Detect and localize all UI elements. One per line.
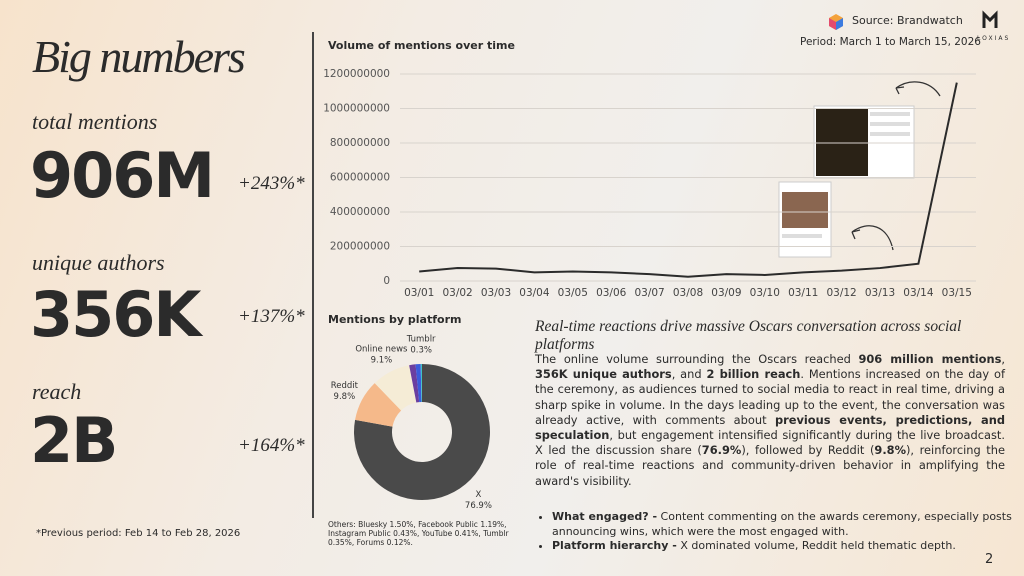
bold-text: 9.8% — [874, 443, 906, 458]
x-tick-label: 03/07 — [634, 287, 664, 299]
bullet: Platform hierarchy - X dominated volume,… — [552, 539, 1022, 554]
text: , — [1001, 352, 1005, 366]
y-tick-label: 1200000000 — [323, 68, 390, 80]
text: , and — [671, 367, 707, 382]
bold-text: 356K unique authors — [535, 367, 672, 382]
line — [419, 82, 958, 278]
x-tick-label: 03/08 — [673, 287, 703, 299]
slice-label: Reddit — [331, 381, 359, 391]
y-tick-label: 200000000 — [330, 241, 390, 253]
y-tick-label: 800000000 — [330, 137, 390, 149]
y-tick-label: 1000000000 — [323, 103, 390, 115]
chart-title: Mentions by platform — [328, 313, 462, 326]
metric-label: unique authors — [32, 250, 165, 275]
x-tick-label: 03/15 — [942, 287, 972, 299]
article-paragraph: The online volume surrounding the Oscars… — [535, 352, 1005, 489]
page-number: 2 — [985, 552, 994, 567]
bold-text: previous events, predictions, and specul… — [535, 412, 1006, 443]
bold-text: 2 billion reach — [706, 367, 801, 382]
y-tick-label: 600000000 — [330, 172, 390, 184]
big-numbers-title: Big numbers — [32, 31, 246, 82]
y-tick-label: 400000000 — [330, 206, 390, 218]
pie-footnote: Others: Bluesky 1.50%, Facebook Public 1… — [328, 520, 509, 547]
logo-icons — [829, 10, 998, 30]
x-tick-label: 03/01 — [404, 287, 434, 299]
x-tick-label: 03/04 — [519, 287, 550, 299]
period: Period: March 1 to March 15, 2026 — [800, 36, 981, 48]
pie-slice — [420, 364, 422, 403]
bullet-label: What engaged? - — [552, 510, 658, 523]
logo: LOXIAS — [977, 35, 1011, 42]
x-tick-label: 03/02 — [442, 287, 472, 299]
slice-label: X — [476, 490, 482, 500]
text: , but engagement intensified significant… — [535, 428, 1005, 458]
metric-label: reach — [32, 379, 82, 404]
bullet-text: Content commenting on the awards ceremon… — [552, 510, 1012, 538]
text: The online volume surrounding the Oscars… — [535, 352, 859, 366]
metric-change: +137%* — [238, 306, 305, 327]
slice-label: Tumblr — [406, 335, 436, 345]
x-tick-label: 03/06 — [596, 287, 627, 299]
x-tick-label: 03/14 — [903, 287, 934, 299]
footnote: *Previous period: Feb 14 to Feb 28, 2026 — [36, 528, 241, 539]
pie-slice — [409, 364, 420, 403]
bullet-label: Platform hierarchy - — [552, 539, 677, 552]
x-tick-label: 03/11 — [788, 287, 818, 299]
bullet-list: What engaged? - Content commenting on th… — [535, 510, 1022, 554]
x-tick-label: 03/03 — [481, 287, 511, 299]
x-tick-label: 03/05 — [558, 287, 588, 299]
slice-value: 0.3% — [410, 346, 432, 356]
metric-change: +164%* — [238, 435, 305, 456]
x-tick-label: 03/09 — [711, 287, 741, 299]
bullet-text: X dominated volume, Reddit held thematic… — [676, 539, 956, 552]
slice-label: Online news — [355, 344, 408, 354]
x-tick-label: 03/10 — [750, 287, 780, 299]
text: ), followed by Reddit ( — [741, 443, 875, 458]
chart-title: Volume of mentions over time — [328, 39, 515, 52]
slice-value: 9.8% — [334, 392, 356, 402]
pie-slice — [354, 364, 490, 500]
pie-slice — [355, 383, 402, 427]
y-tick-label: 0 — [383, 275, 390, 287]
metric-label: total mentions — [32, 109, 158, 134]
post-thumbnails — [778, 81, 941, 258]
metric-value: 356K — [30, 278, 201, 351]
metric-value: 906M — [30, 139, 215, 212]
bold-text: 76.9% — [701, 443, 742, 458]
source: Source: Brandwatch — [852, 14, 963, 27]
x-tick-label: 03/12 — [826, 287, 856, 299]
article-heading: Real-time reactions drive massive Oscars… — [535, 318, 962, 353]
text: ), reinforcing the role of real-time rea… — [535, 443, 1005, 488]
slice-value: 9.1% — [371, 355, 393, 365]
metric-change: +243%* — [238, 173, 305, 194]
pie-slice — [374, 365, 417, 411]
slice-value: 76.9% — [465, 501, 492, 511]
bullet: What engaged? - Content commenting on th… — [552, 510, 1022, 539]
text: . Mentions increased on the day of the c… — [535, 367, 1005, 427]
bold-text: 906 million mentions — [858, 352, 1002, 366]
pie-slice — [415, 364, 422, 403]
x-tick-label: 03/13 — [865, 287, 895, 299]
metric-value: 2B — [30, 404, 118, 477]
